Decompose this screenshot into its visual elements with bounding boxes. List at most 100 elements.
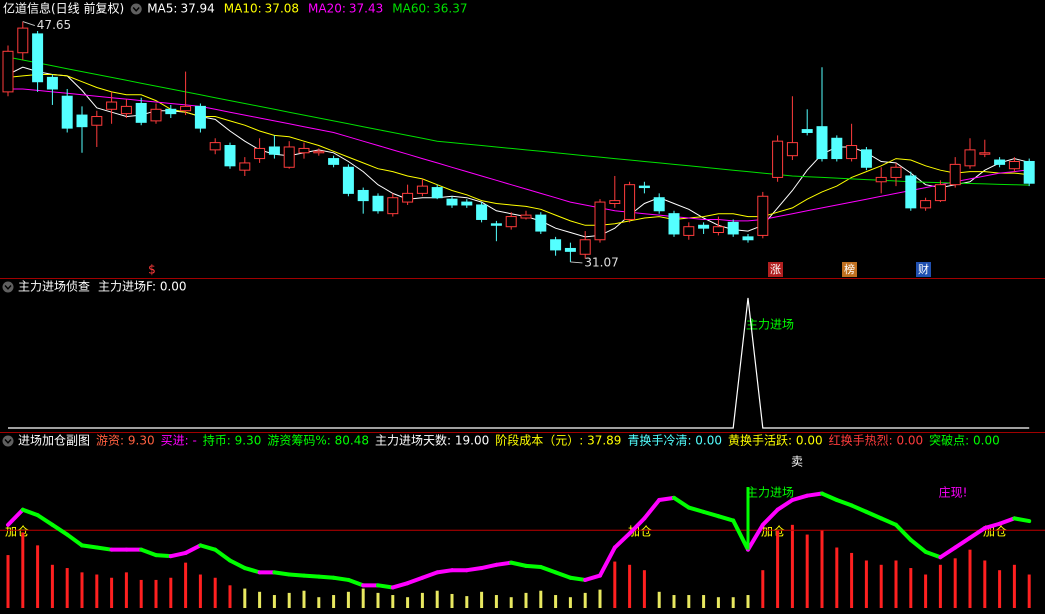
volume-bar bbox=[494, 595, 498, 608]
capital-line-segment bbox=[923, 549, 943, 560]
capital-line-segment bbox=[331, 575, 351, 582]
ma-line bbox=[7, 66, 1030, 238]
candle-body bbox=[431, 187, 443, 199]
volume-bar bbox=[998, 570, 1002, 608]
candle-body bbox=[520, 214, 532, 219]
candle-body bbox=[106, 101, 118, 110]
capital-line-segment bbox=[272, 570, 292, 577]
header-text: 阶段成本（元）: 37.89 bbox=[495, 433, 621, 448]
capital-line-segment bbox=[435, 568, 454, 575]
candle-body bbox=[150, 108, 162, 122]
capital-line-segment bbox=[139, 547, 158, 558]
capital-line-segment bbox=[686, 505, 706, 514]
candle-body bbox=[994, 159, 1006, 165]
capital-line-segment bbox=[420, 570, 440, 580]
candle-body bbox=[890, 166, 902, 178]
capital-line-segment bbox=[1012, 516, 1032, 524]
volume-bar bbox=[139, 579, 143, 608]
header-text: 37.08 bbox=[265, 2, 299, 16]
header-text: 37.94 bbox=[180, 2, 214, 16]
header-text: 37.43 bbox=[349, 2, 383, 16]
candle-body bbox=[446, 198, 458, 206]
capital-line-segment bbox=[790, 493, 810, 502]
capital-line-segment bbox=[879, 516, 898, 527]
leader-line bbox=[570, 261, 583, 264]
ma-line bbox=[8, 88, 1030, 222]
volume-bar bbox=[36, 545, 40, 608]
capital-line-segment bbox=[612, 531, 632, 550]
volume-bar bbox=[50, 564, 54, 608]
candle-body bbox=[254, 147, 266, 160]
candle-body bbox=[668, 213, 680, 235]
event-marker: 榜 bbox=[844, 262, 855, 276]
candle-body bbox=[298, 147, 310, 154]
candle-body bbox=[180, 105, 192, 112]
capital-line-segment bbox=[820, 491, 839, 502]
header-text: 进场加仓副图 bbox=[18, 434, 90, 448]
capital-line-segment bbox=[524, 563, 543, 569]
volume-bar bbox=[124, 572, 128, 608]
volume-bar bbox=[406, 597, 410, 608]
candle-body bbox=[1008, 160, 1020, 170]
event-marker-box bbox=[916, 262, 931, 277]
capital-line-segment bbox=[94, 545, 114, 552]
volume-bar bbox=[805, 534, 809, 608]
candle-body bbox=[313, 150, 325, 154]
capital-line-segment bbox=[731, 518, 750, 552]
volume-bar bbox=[198, 574, 202, 608]
header-text: 游资: 9.30 bbox=[96, 434, 155, 448]
candle-body bbox=[165, 108, 177, 115]
candle-body bbox=[712, 226, 724, 234]
candle-body bbox=[964, 149, 976, 167]
capital-line-segment bbox=[598, 545, 617, 578]
volume-bar bbox=[953, 558, 957, 608]
candle-body bbox=[120, 105, 132, 115]
candle-body bbox=[209, 142, 221, 151]
candle-body bbox=[624, 184, 636, 220]
capital-line-segment bbox=[775, 498, 795, 512]
candle-body bbox=[135, 102, 147, 123]
capital-line-segment bbox=[908, 537, 928, 554]
volume-bar bbox=[272, 595, 276, 608]
header-text: 买进: - bbox=[161, 434, 197, 448]
volume-bar bbox=[480, 591, 484, 608]
event-marker: $ bbox=[148, 263, 156, 277]
candle-body bbox=[91, 116, 103, 126]
collapse-icon-arrow bbox=[132, 7, 140, 12]
capital-line-segment bbox=[50, 522, 70, 537]
candle-body bbox=[268, 146, 280, 155]
candle-body bbox=[194, 105, 206, 129]
candle-body bbox=[239, 162, 251, 171]
header-text: 红换手热烈: 0.00 bbox=[829, 433, 924, 448]
ma-line bbox=[7, 74, 1030, 226]
candle-body bbox=[2, 50, 14, 93]
candle-body bbox=[594, 201, 606, 241]
candle-body bbox=[357, 189, 369, 202]
candle-body bbox=[1023, 160, 1035, 184]
leader-line bbox=[22, 21, 35, 27]
candle-body bbox=[638, 185, 650, 189]
volume-bar bbox=[790, 524, 794, 608]
volume-bar bbox=[850, 552, 854, 608]
volume-bar bbox=[761, 570, 765, 608]
capital-line-segment bbox=[213, 547, 232, 563]
volume-bar bbox=[776, 530, 780, 608]
volume-bar bbox=[376, 592, 380, 608]
volume-bar bbox=[657, 591, 661, 608]
capital-line-segment bbox=[287, 572, 306, 578]
volume-bar bbox=[554, 595, 558, 608]
header-text: 黄换手活跃: 0.00 bbox=[728, 434, 823, 448]
volume-bar bbox=[835, 547, 839, 608]
candle-body bbox=[535, 214, 547, 232]
capital-line-segment bbox=[80, 543, 99, 550]
volume-bar bbox=[968, 549, 972, 608]
volume-bar bbox=[258, 591, 262, 608]
capital-line-segment bbox=[20, 507, 40, 518]
volume-bar bbox=[169, 577, 173, 608]
volume-bar bbox=[894, 560, 898, 608]
header-text: 游资筹码%: 80.48 bbox=[267, 434, 369, 448]
event-marker-box bbox=[768, 262, 783, 277]
volume-bar bbox=[613, 561, 617, 608]
capital-line-segment bbox=[583, 573, 602, 582]
